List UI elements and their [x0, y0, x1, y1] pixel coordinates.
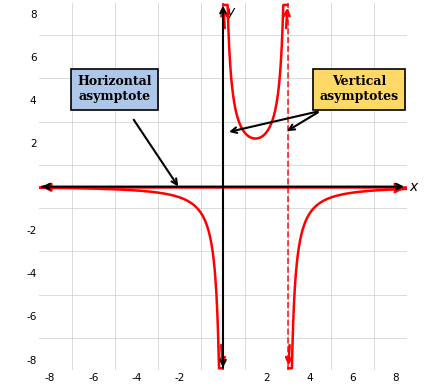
Text: x: x — [409, 179, 417, 194]
Text: y: y — [226, 5, 235, 19]
Text: Horizontal
asymptote: Horizontal asymptote — [78, 75, 152, 103]
Text: Vertical
asymptotes: Vertical asymptotes — [320, 75, 399, 103]
